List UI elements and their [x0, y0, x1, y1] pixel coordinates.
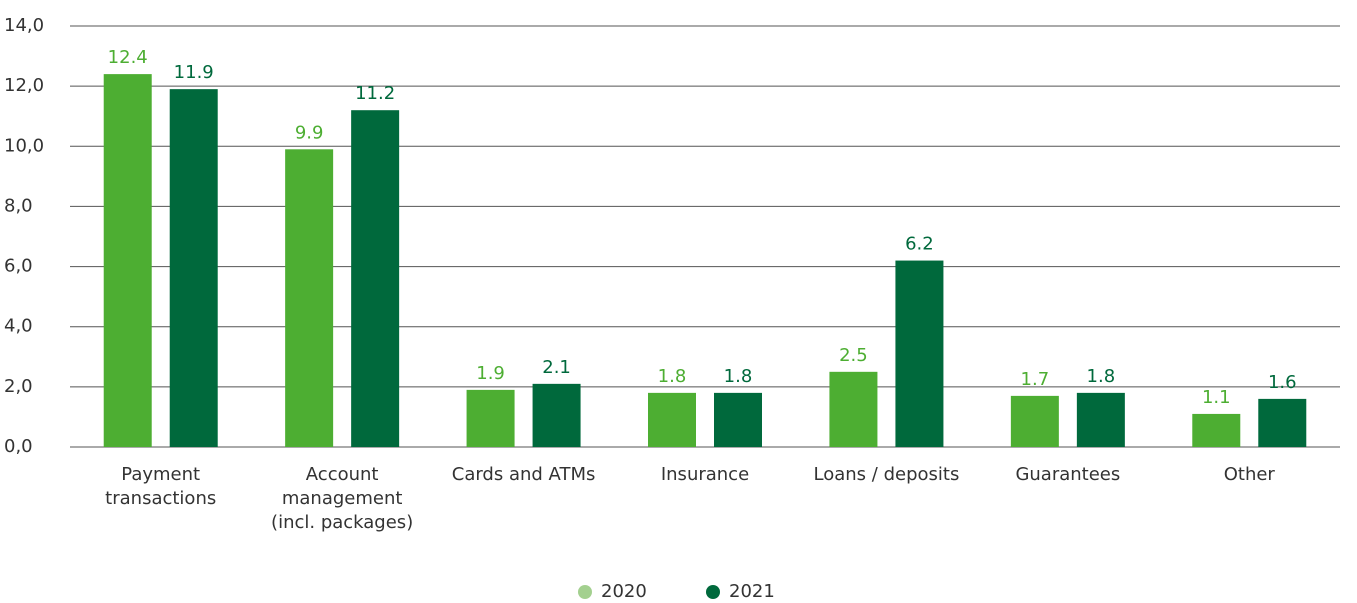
data-label: 11.9	[174, 62, 214, 83]
y-tick-label: 4,0	[4, 316, 33, 337]
data-label: 11.2	[355, 83, 395, 104]
legend-label: 2021	[729, 581, 775, 602]
legend-label: 2020	[601, 581, 647, 602]
bar	[829, 371, 878, 447]
x-tick-label: Insurance	[660, 464, 750, 485]
data-label: 9.9	[295, 122, 324, 143]
y-tick-label: 10,0	[4, 135, 44, 156]
x-tick-label: Other	[1223, 464, 1275, 485]
legend-marker	[706, 585, 720, 599]
data-label: 1.6	[1268, 372, 1297, 393]
data-label: 6.2	[905, 234, 934, 255]
x-tick-label: Cards and ATMs	[451, 464, 596, 485]
bar	[1076, 392, 1125, 447]
x-tick-label: Guarantees	[1015, 464, 1121, 485]
x-tick-label: Account management (incl. packages)	[271, 464, 414, 533]
y-tick-label: 14,0	[4, 15, 44, 36]
x-tick-label: Payment transactions	[105, 464, 217, 509]
y-tick-label: 8,0	[4, 195, 33, 216]
x-tick-label: Loans / deposits	[813, 464, 960, 485]
y-tick-label: 12,0	[4, 75, 44, 96]
bar	[648, 392, 696, 447]
y-tick-label: 6,0	[4, 256, 33, 277]
bar	[466, 389, 515, 447]
bar	[285, 149, 334, 448]
bar	[351, 110, 400, 447]
data-label: 1.8	[1087, 366, 1116, 387]
y-tick-label: 0,0	[4, 436, 33, 457]
bar	[714, 392, 762, 447]
y-tick-label: 2,0	[4, 376, 33, 397]
data-label: 2.1	[542, 357, 571, 378]
bar	[1010, 395, 1059, 447]
bar	[169, 89, 218, 448]
data-label: 12.4	[108, 47, 148, 68]
data-label: 1.7	[1021, 369, 1050, 390]
bar	[1192, 413, 1241, 447]
bar	[895, 260, 944, 447]
data-label: 1.8	[658, 366, 687, 387]
data-label: 2.5	[839, 345, 868, 366]
bar	[532, 383, 581, 447]
data-label: 1.9	[476, 363, 505, 384]
data-label: 1.1	[1202, 387, 1231, 408]
bar	[103, 74, 152, 447]
bar	[1258, 398, 1307, 447]
data-label: 1.8	[724, 366, 753, 387]
legend-marker	[578, 585, 592, 599]
